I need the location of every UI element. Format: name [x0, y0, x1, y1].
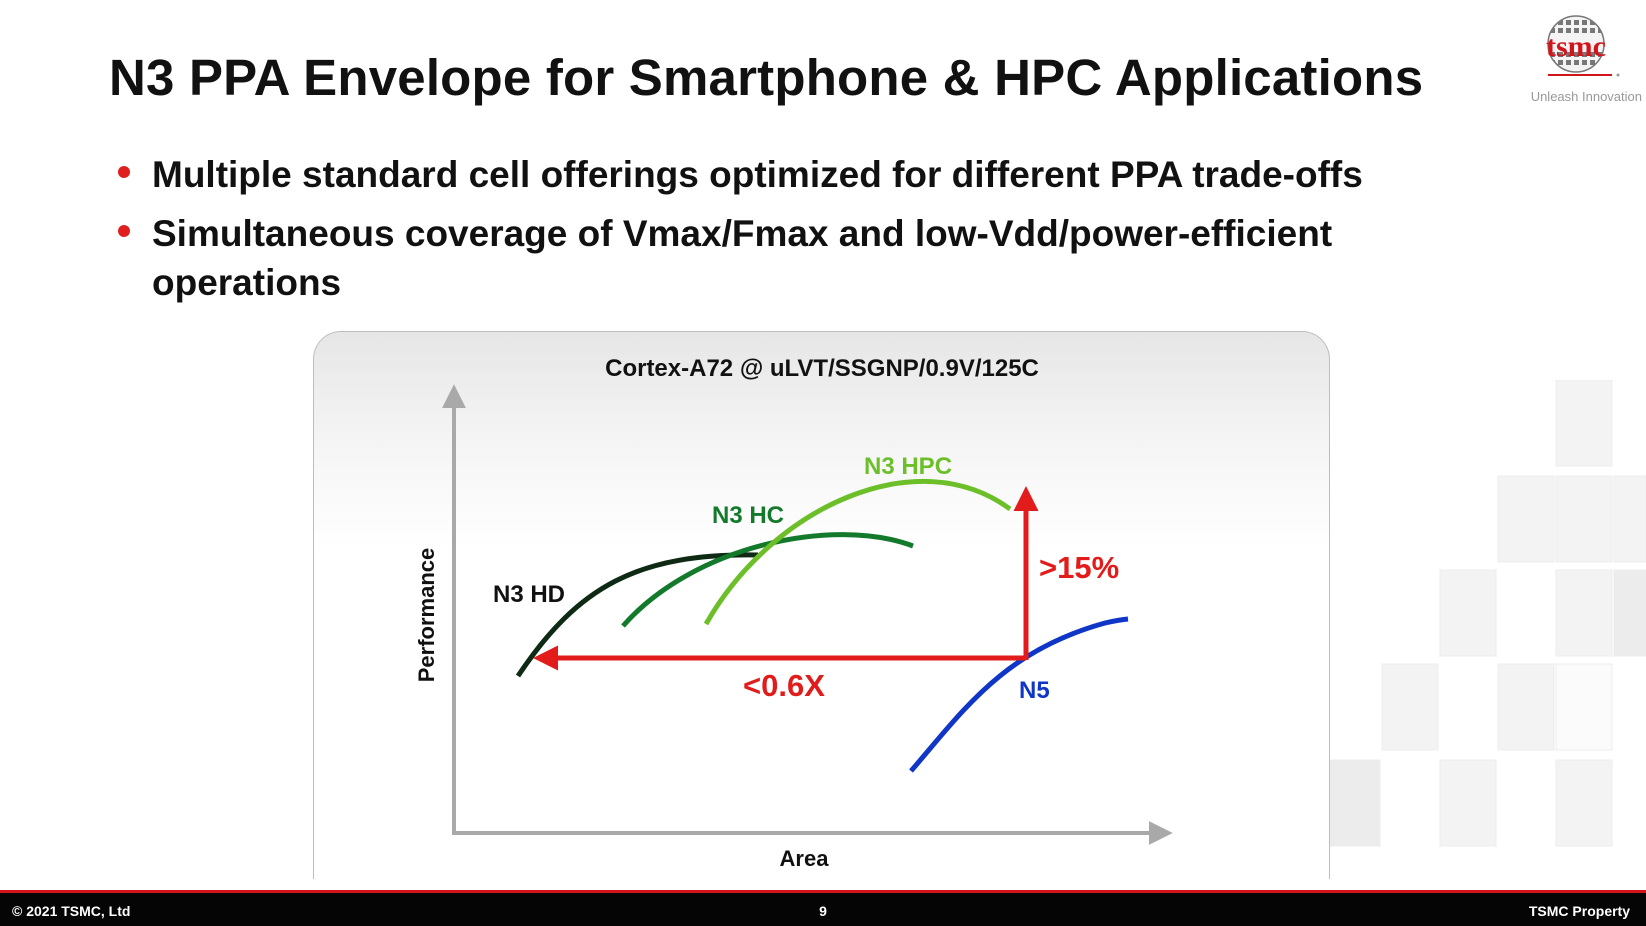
footer-label: TSMC Property	[1528, 903, 1630, 919]
svg-text:tsmc: tsmc	[1546, 30, 1606, 63]
footer-copyright: © 2021 TSMC, Ltd	[12, 903, 131, 919]
page-number: 9	[819, 903, 827, 919]
series-line-n3-hd	[515, 552, 759, 678]
bullet-text: Simultaneous coverage of Vmax/Fmax and l…	[152, 213, 1333, 303]
bullet-list: Multiple standard cell offerings optimiz…	[118, 150, 1482, 317]
area-reduction-label: <0.6X	[743, 668, 825, 703]
performance-gain-label: >15%	[1039, 550, 1119, 585]
series-line-n5	[909, 616, 1129, 773]
series-label-n3-hpc: N3 HPC	[864, 453, 952, 480]
series-line-n3-hc	[621, 532, 914, 628]
slide-title: N3 PPA Envelope for Smartphone & HPC App…	[109, 49, 1424, 106]
bullet-item: Simultaneous coverage of Vmax/Fmax and l…	[118, 209, 1482, 307]
slide-footer: © 2021 TSMC, Ltd 9 TSMC Property	[0, 890, 1646, 926]
chart-title: Cortex-A72 @ uLVT/SSGNP/0.9V/125C	[605, 355, 1039, 382]
y-axis-label: Performance	[414, 548, 439, 683]
logo-tagline: Unleash Innovation	[1530, 89, 1642, 104]
background-tile-pattern	[1265, 380, 1646, 847]
bullet-dot-icon	[118, 166, 130, 178]
series-label-n5: N5	[1019, 677, 1050, 704]
series-label-n3-hd: N3 HD	[493, 581, 565, 608]
series-label-n3-hc: N3 HC	[712, 502, 784, 529]
bullet-dot-icon	[118, 225, 130, 237]
tsmc-logo: tsmc	[1546, 15, 1620, 77]
ppa-chart: Cortex-A72 @ uLVT/SSGNP/0.9V/125C Perfor…	[414, 355, 1173, 871]
bullet-item: Multiple standard cell offerings optimiz…	[118, 150, 1482, 199]
bullet-text: Multiple standard cell offerings optimiz…	[152, 154, 1363, 195]
chart-panel	[313, 331, 1330, 879]
series-line-n3-hpc	[703, 478, 1012, 626]
x-axis-label: Area	[780, 846, 830, 871]
